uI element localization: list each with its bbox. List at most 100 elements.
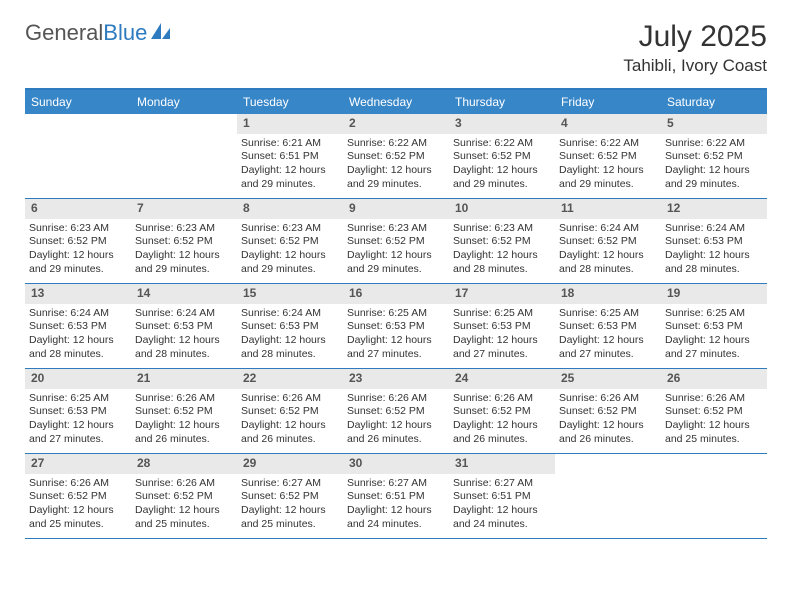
sunset-line: Sunset: 6:52 PM: [135, 490, 233, 504]
sunset-line: Sunset: 6:51 PM: [347, 490, 445, 504]
day-number: 17: [449, 284, 555, 304]
day-cell: 29Sunrise: 6:27 AMSunset: 6:52 PMDayligh…: [237, 454, 343, 538]
sunset-line: Sunset: 6:52 PM: [453, 150, 551, 164]
daylight-line: Daylight: 12 hours and 29 minutes.: [347, 249, 445, 276]
sunset-line: Sunset: 6:53 PM: [665, 235, 763, 249]
daylight-line: Daylight: 12 hours and 24 minutes.: [347, 504, 445, 531]
day-number: 10: [449, 199, 555, 219]
sunrise-line: Sunrise: 6:24 AM: [559, 222, 657, 236]
sunset-line: Sunset: 6:52 PM: [135, 405, 233, 419]
day-number: 24: [449, 369, 555, 389]
day-number: 4: [555, 114, 661, 134]
daylight-line: Daylight: 12 hours and 28 minutes.: [241, 334, 339, 361]
sunrise-line: Sunrise: 6:27 AM: [347, 477, 445, 491]
day-header: Thursday: [449, 90, 555, 114]
sunrise-line: Sunrise: 6:25 AM: [347, 307, 445, 321]
day-number: 18: [555, 284, 661, 304]
sunset-line: Sunset: 6:52 PM: [29, 235, 127, 249]
day-number: 14: [131, 284, 237, 304]
day-cell: 30 Sunrise: 6:27 AMSunset: 6:51 PMDayligh…: [343, 454, 449, 538]
daylight-line: Daylight: 12 hours and 29 minutes.: [241, 164, 339, 191]
logo-part1: General: [25, 20, 103, 45]
sunset-line: Sunset: 6:53 PM: [665, 320, 763, 334]
daylight-line: Daylight: 12 hours and 29 minutes.: [559, 164, 657, 191]
day-cell: 18Sunrise: 6:25 AMSunset: 6:53 PMDayligh…: [555, 284, 661, 368]
sunset-line: Sunset: 6:52 PM: [241, 405, 339, 419]
day-cell: 13Sunrise: 6:24 AMSunset: 6:53 PMDayligh…: [25, 284, 131, 368]
day-header: Saturday: [661, 90, 767, 114]
day-number: 16: [343, 284, 449, 304]
week-row: 13Sunrise: 6:24 AMSunset: 6:53 PMDayligh…: [25, 284, 767, 369]
sunset-line: Sunset: 6:51 PM: [453, 490, 551, 504]
day-number: 28: [131, 454, 237, 474]
sunset-line: Sunset: 6:53 PM: [559, 320, 657, 334]
daylight-line: Daylight: 12 hours and 27 minutes.: [665, 334, 763, 361]
sunrise-line: Sunrise: 6:25 AM: [29, 392, 127, 406]
sunset-line: Sunset: 6:53 PM: [347, 320, 445, 334]
day-number: 25: [555, 369, 661, 389]
daylight-line: Daylight: 12 hours and 24 minutes.: [453, 504, 551, 531]
day-cell: 11Sunrise: 6:24 AMSunset: 6:52 PMDayligh…: [555, 199, 661, 283]
daylight-line: Daylight: 12 hours and 28 minutes.: [29, 334, 127, 361]
sunset-line: Sunset: 6:52 PM: [135, 235, 233, 249]
daylight-line: Daylight: 12 hours and 26 minutes.: [241, 419, 339, 446]
sunrise-line: Sunrise: 6:23 AM: [453, 222, 551, 236]
sunset-line: Sunset: 6:51 PM: [241, 150, 339, 164]
day-cell: [25, 114, 131, 198]
sunset-line: Sunset: 6:53 PM: [241, 320, 339, 334]
sunrise-line: Sunrise: 6:27 AM: [453, 477, 551, 491]
sunrise-line: Sunrise: 6:23 AM: [347, 222, 445, 236]
day-cell: 19Sunrise: 6:25 AMSunset: 6:53 PMDayligh…: [661, 284, 767, 368]
daylight-line: Daylight: 12 hours and 27 minutes.: [347, 334, 445, 361]
day-cell: [555, 454, 661, 538]
day-number: 13: [25, 284, 131, 304]
logo-part2: Blue: [103, 20, 147, 45]
day-header: Wednesday: [343, 90, 449, 114]
day-header: Friday: [555, 90, 661, 114]
day-cell: 26Sunrise: 6:26 AMSunset: 6:52 PMDayligh…: [661, 369, 767, 453]
day-number: 31: [449, 454, 555, 474]
sunset-line: Sunset: 6:53 PM: [453, 320, 551, 334]
sunrise-line: Sunrise: 6:23 AM: [29, 222, 127, 236]
sunrise-line: Sunrise: 6:26 AM: [29, 477, 127, 491]
day-number: 30: [343, 454, 449, 474]
header: GeneralBlue July 2025 Tahibli, Ivory Coa…: [25, 20, 767, 76]
day-cell: 28Sunrise: 6:26 AMSunset: 6:52 PMDayligh…: [131, 454, 237, 538]
day-cell: 20Sunrise: 6:25 AMSunset: 6:53 PMDayligh…: [25, 369, 131, 453]
day-number: 20: [25, 369, 131, 389]
day-cell: 1Sunrise: 6:21 AMSunset: 6:51 PMDaylight…: [237, 114, 343, 198]
day-number: 9: [343, 199, 449, 219]
sunrise-line: Sunrise: 6:25 AM: [453, 307, 551, 321]
day-number: 26: [661, 369, 767, 389]
sunrise-line: Sunrise: 6:26 AM: [559, 392, 657, 406]
daylight-line: Daylight: 12 hours and 29 minutes.: [135, 249, 233, 276]
daylight-line: Daylight: 12 hours and 28 minutes.: [453, 249, 551, 276]
sunrise-line: Sunrise: 6:24 AM: [241, 307, 339, 321]
daylight-line: Daylight: 12 hours and 29 minutes.: [665, 164, 763, 191]
daylight-line: Daylight: 12 hours and 29 minutes.: [453, 164, 551, 191]
daylight-line: Daylight: 12 hours and 25 minutes.: [241, 504, 339, 531]
day-cell: 14Sunrise: 6:24 AMSunset: 6:53 PMDayligh…: [131, 284, 237, 368]
day-cell: 10Sunrise: 6:23 AMSunset: 6:52 PMDayligh…: [449, 199, 555, 283]
day-number: 12: [661, 199, 767, 219]
location: Tahibli, Ivory Coast: [623, 56, 767, 76]
daylight-line: Daylight: 12 hours and 25 minutes.: [29, 504, 127, 531]
sunrise-line: Sunrise: 6:22 AM: [665, 137, 763, 151]
day-cell: 16 Sunrise: 6:25 AMSunset: 6:53 PMDayligh…: [343, 284, 449, 368]
daylight-line: Daylight: 12 hours and 29 minutes.: [29, 249, 127, 276]
day-number: 3: [449, 114, 555, 134]
logo-text: GeneralBlue: [25, 20, 147, 46]
sunrise-line: Sunrise: 6:24 AM: [29, 307, 127, 321]
sunrise-line: Sunrise: 6:24 AM: [665, 222, 763, 236]
sunset-line: Sunset: 6:52 PM: [453, 405, 551, 419]
day-number: 22: [237, 369, 343, 389]
sunrise-line: Sunrise: 6:23 AM: [135, 222, 233, 236]
day-number: 5: [661, 114, 767, 134]
day-number: 8: [237, 199, 343, 219]
logo-sail-icon: [150, 22, 172, 45]
day-cell: 6 Sunrise: 6:23 AMSunset: 6:52 PMDaylight…: [25, 199, 131, 283]
day-cell: 9Sunrise: 6:23 AMSunset: 6:52 PMDaylight…: [343, 199, 449, 283]
day-number: 6: [25, 199, 131, 219]
daylight-line: Daylight: 12 hours and 28 minutes.: [665, 249, 763, 276]
day-number: 23: [343, 369, 449, 389]
